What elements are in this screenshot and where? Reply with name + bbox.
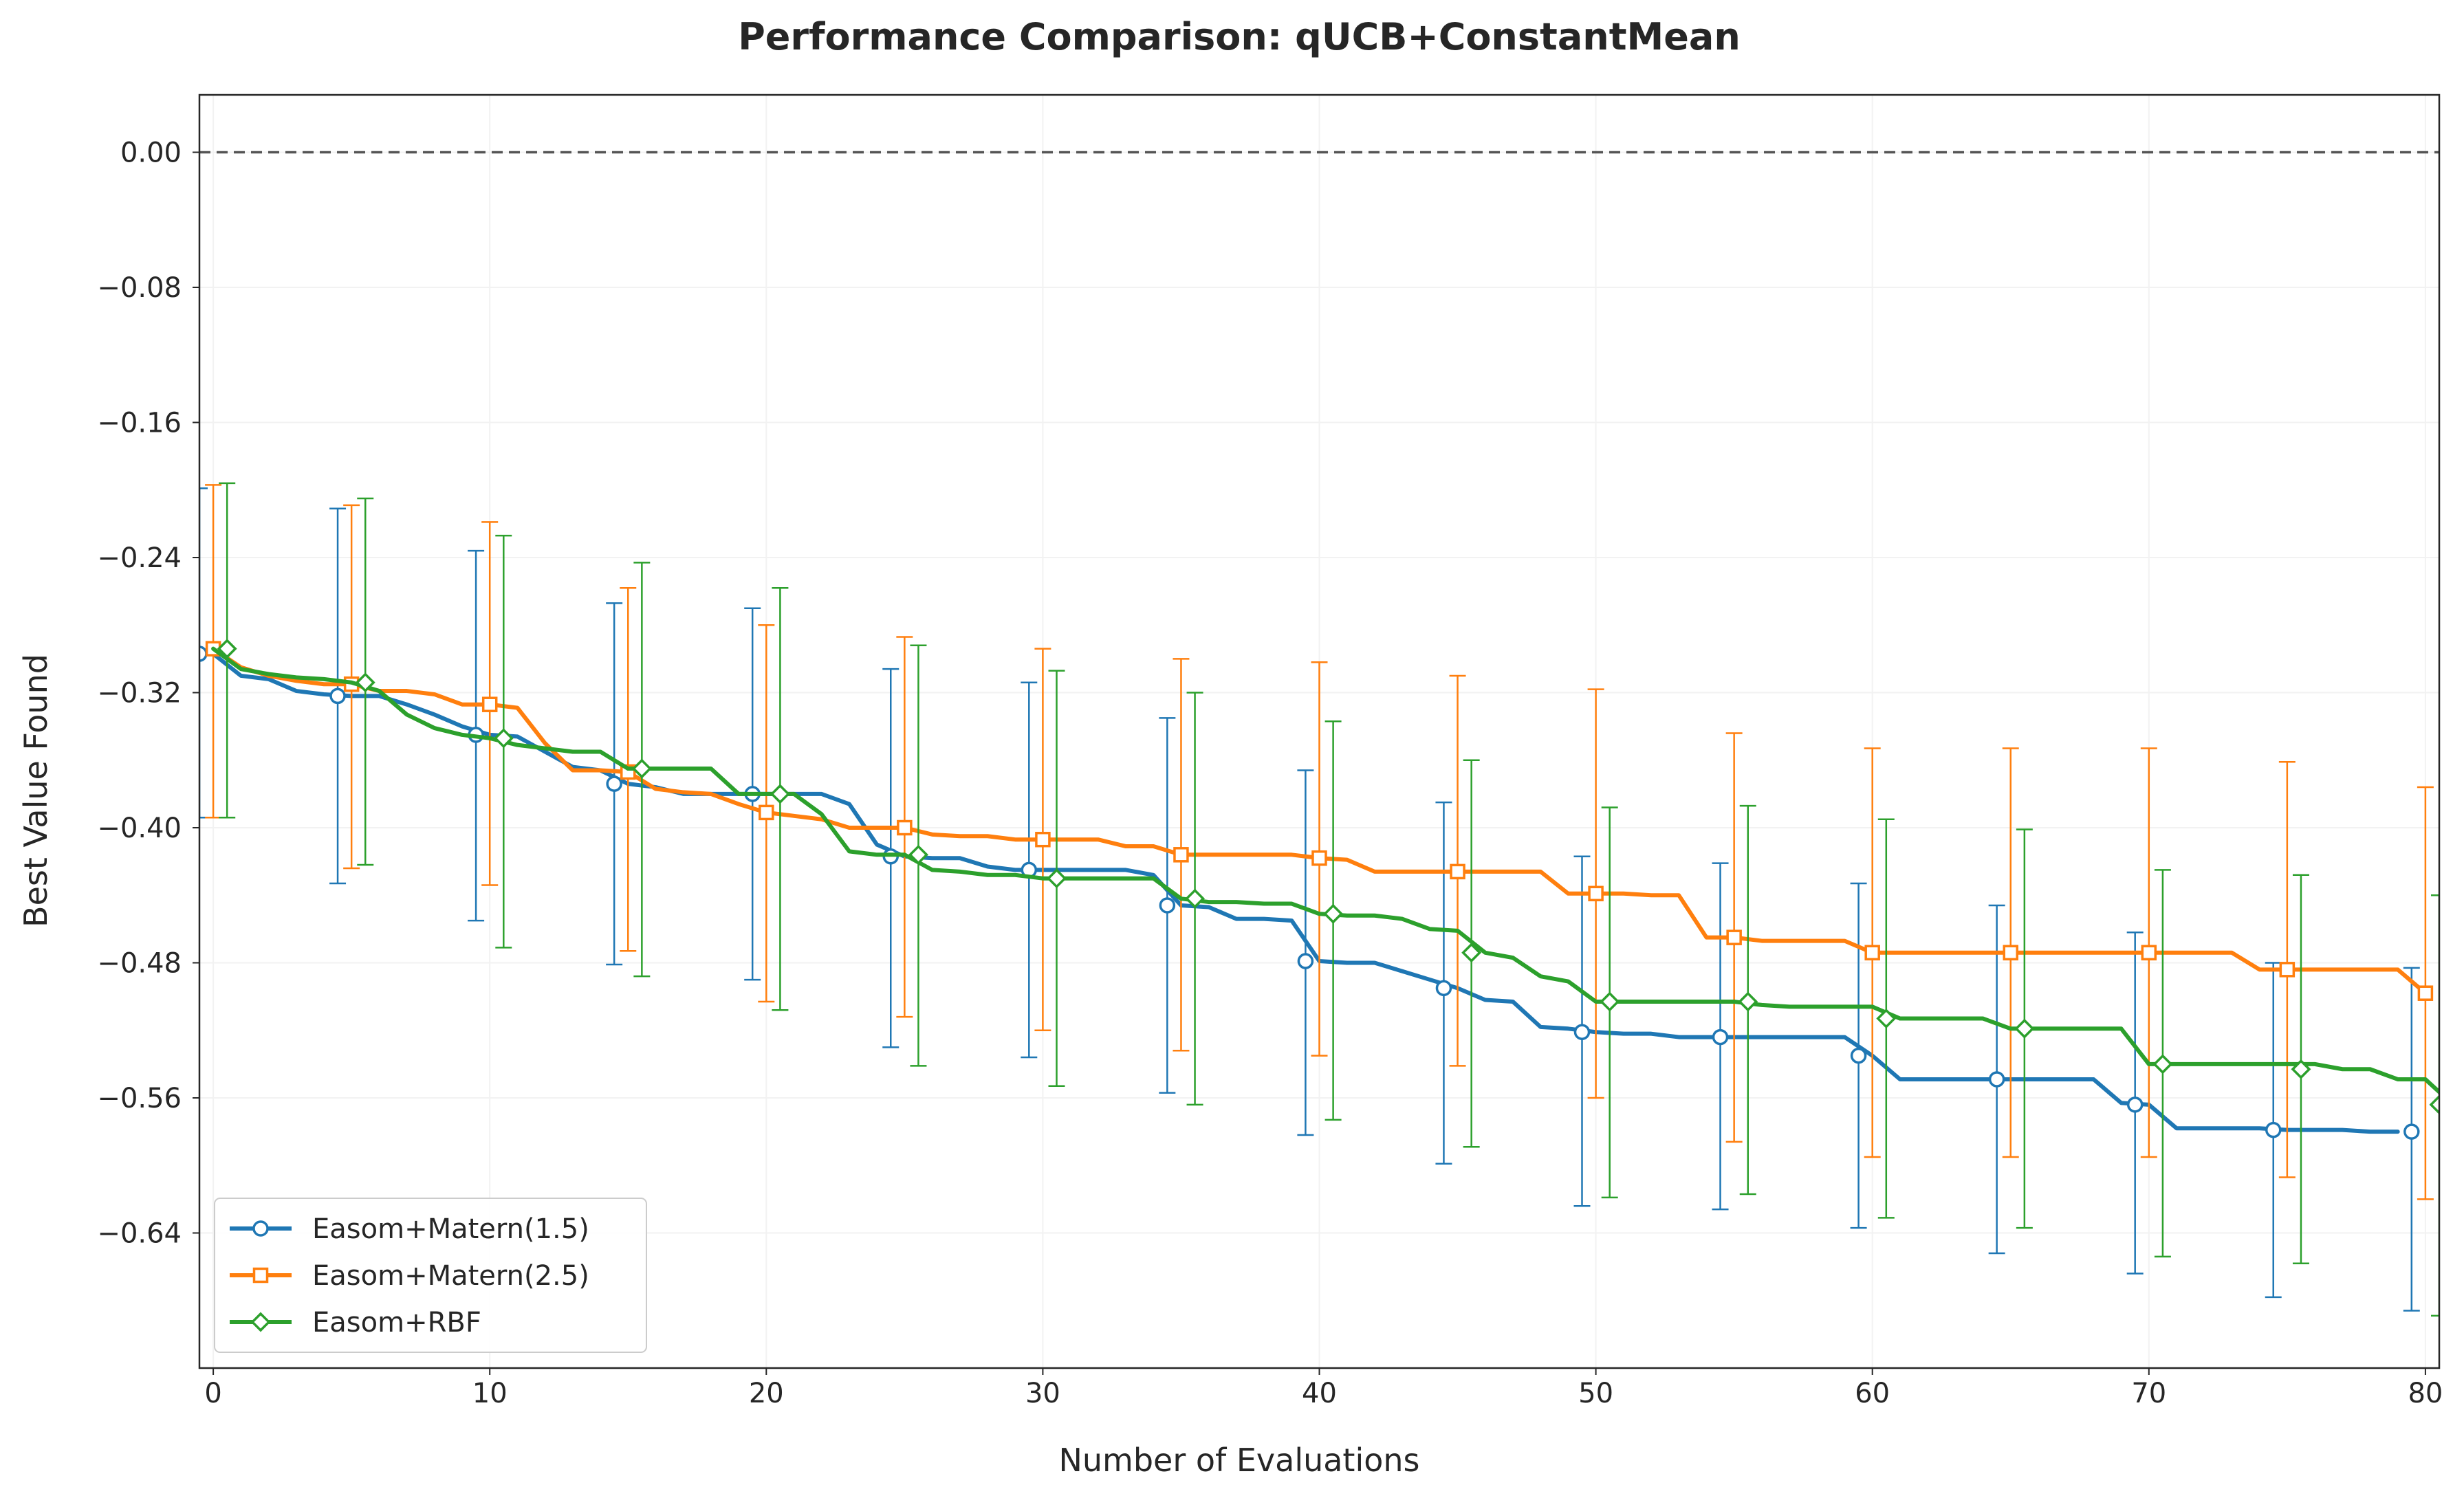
y-axis-label: Best Value Found (17, 654, 54, 927)
data-point (2126, 1097, 2144, 1113)
data-point (2141, 945, 2157, 961)
data-point (329, 687, 346, 705)
data-point (1461, 943, 1482, 963)
x-tick-label: 60 (1855, 1378, 1890, 1409)
data-point (1185, 888, 1206, 909)
series-0 (199, 487, 2420, 1312)
series-1 (205, 484, 2434, 1200)
data-point (481, 696, 498, 712)
x-tick-label: 70 (2131, 1378, 2166, 1409)
data-point (2279, 962, 2296, 978)
legend-label: Easom+Matern(1.5) (312, 1213, 589, 1245)
data-point (252, 1220, 269, 1237)
y-tick-label: −0.24 (97, 542, 182, 574)
legend-label: Easom+RBF (312, 1307, 481, 1339)
data-point (2265, 1121, 2282, 1138)
data-point (1588, 885, 1604, 902)
x-ticks: 0 10 20 30 40 50 60 70 80 (204, 1368, 2443, 1409)
data-point (1450, 863, 1465, 880)
legend-box (214, 1198, 647, 1353)
data-point (1573, 1024, 1591, 1040)
y-tick-label: −0.56 (97, 1083, 182, 1114)
x-tick-label: 40 (1302, 1378, 1337, 1409)
y-tick-label: −0.40 (97, 813, 182, 844)
data-point (1435, 980, 1452, 997)
y-tick-label: −0.48 (97, 948, 182, 980)
x-tick-label: 20 (749, 1378, 784, 1409)
data-point (1712, 1028, 1729, 1046)
x-tick-label: 30 (1025, 1378, 1060, 1409)
data-point (1864, 945, 1880, 961)
y-tick-label: −0.64 (97, 1218, 182, 1250)
data-point (1876, 1009, 1897, 1029)
series-line (211, 652, 2400, 1134)
x-tick-label: 10 (472, 1378, 508, 1409)
data-point (217, 639, 237, 659)
data-point (759, 804, 774, 821)
data-point (897, 819, 913, 836)
data-point (2291, 1059, 2311, 1079)
data-point (1047, 868, 1067, 889)
data-point (908, 844, 928, 865)
y-ticks: 0.00 −0.08 −0.16 −0.24 −0.32 −0.40 −0.48 −0.56 −… (97, 137, 199, 1250)
x-axis-label: Number of Evaluations (1058, 1442, 1419, 1479)
data-point (1311, 850, 1327, 866)
data-point (1297, 953, 1314, 969)
data-point (1988, 1071, 2005, 1088)
series-layer (199, 482, 2439, 1317)
y-tick-label: −0.32 (97, 678, 182, 709)
y-tick-label: 0.00 (120, 137, 182, 169)
data-point (2152, 1054, 2173, 1075)
data-point (631, 758, 652, 779)
data-point (1738, 991, 1758, 1012)
data-point (252, 1267, 269, 1284)
series-2 (211, 482, 2439, 1317)
data-point (250, 1312, 271, 1332)
data-point (2417, 985, 2434, 1001)
data-point (606, 775, 622, 792)
data-point (1726, 929, 1742, 945)
data-point (1600, 991, 1620, 1012)
data-point (1035, 831, 1051, 848)
data-point (2429, 1094, 2439, 1115)
data-point (2003, 945, 2018, 961)
data-point (1173, 847, 1189, 863)
data-point (493, 728, 514, 749)
data-point (2014, 1018, 2035, 1039)
data-point (2403, 1123, 2420, 1140)
y-tick-label: −0.08 (97, 272, 182, 304)
x-tick-label: 50 (1578, 1378, 1613, 1409)
data-point (355, 672, 375, 693)
data-point (1323, 903, 1344, 924)
legend: Easom+Matern(1.5) Easom+Matern(2.5) Easom+… (214, 1198, 647, 1353)
data-point (770, 784, 790, 804)
y-tick-label: −0.16 (97, 408, 182, 439)
x-tick-label: 0 (204, 1378, 221, 1409)
legend-label: Easom+Matern(2.5) (312, 1260, 589, 1292)
data-point (1159, 897, 1176, 914)
data-point (1850, 1047, 1867, 1064)
chart-title: Performance Comparison: qUCB+ConstantMea… (738, 15, 1741, 58)
x-tick-label: 80 (2408, 1378, 2443, 1409)
